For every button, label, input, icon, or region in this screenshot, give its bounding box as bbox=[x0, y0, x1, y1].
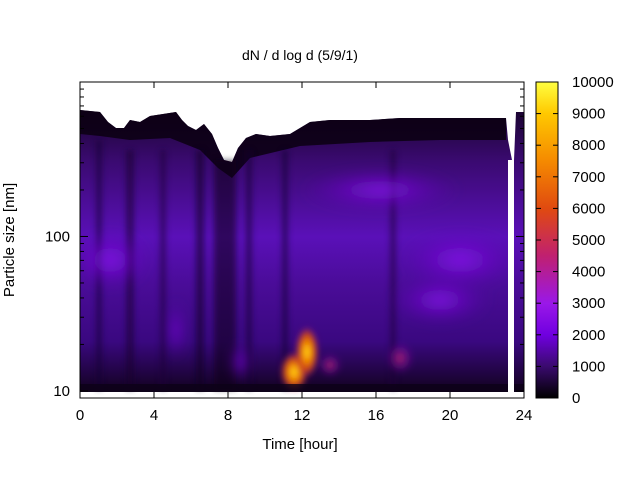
x-axis: 0 4 8 12 16 20 24 bbox=[76, 82, 533, 424]
heatmap-area bbox=[80, 82, 524, 398]
upper-dark-band bbox=[80, 110, 506, 178]
colorbar-tick-label: 7000 bbox=[572, 169, 605, 186]
colorbar-tick-label: 6000 bbox=[572, 200, 605, 217]
data-gap bbox=[508, 160, 514, 392]
y-axis: 10 100 bbox=[45, 88, 524, 400]
x-tick-label: 24 bbox=[516, 407, 533, 424]
x-axis-label: Time [hour] bbox=[262, 436, 337, 453]
colorbar-tick-label: 10000 bbox=[572, 74, 614, 91]
x-tick-label: 12 bbox=[294, 407, 311, 424]
chart-title: dN / d log d (5/9/1) bbox=[242, 47, 358, 63]
violet-patches bbox=[80, 168, 520, 382]
colorbar-tick-label: 4000 bbox=[572, 264, 605, 281]
x-tick-label: 16 bbox=[368, 407, 385, 424]
x-tick-label: 4 bbox=[150, 407, 158, 424]
lower-dark-band bbox=[80, 384, 524, 392]
colorbar-tick-label: 8000 bbox=[572, 137, 605, 154]
y-tick-label: 100 bbox=[45, 228, 70, 245]
y-axis-label: Particle size [nm] bbox=[1, 183, 18, 297]
colorbar-tick-label: 2000 bbox=[572, 327, 605, 344]
colorbar-tick-label: 5000 bbox=[572, 232, 605, 249]
colorbar-tick-label: 0 bbox=[572, 390, 580, 407]
colorbar-tick-label: 3000 bbox=[572, 295, 605, 312]
x-tick-label: 20 bbox=[442, 407, 459, 424]
colorbar-tick-label: 1000 bbox=[572, 358, 605, 375]
x-tick-label: 0 bbox=[76, 407, 84, 424]
colorbar-tick-label: 9000 bbox=[572, 106, 605, 123]
x-tick-label: 8 bbox=[224, 407, 232, 424]
colorbar-axis: 0 1000 2000 3000 4000 5000 6000 7000 8000 9000 100… bbox=[536, 74, 614, 407]
y-tick-label: 10 bbox=[53, 383, 70, 400]
nucleation-burst bbox=[280, 326, 414, 392]
